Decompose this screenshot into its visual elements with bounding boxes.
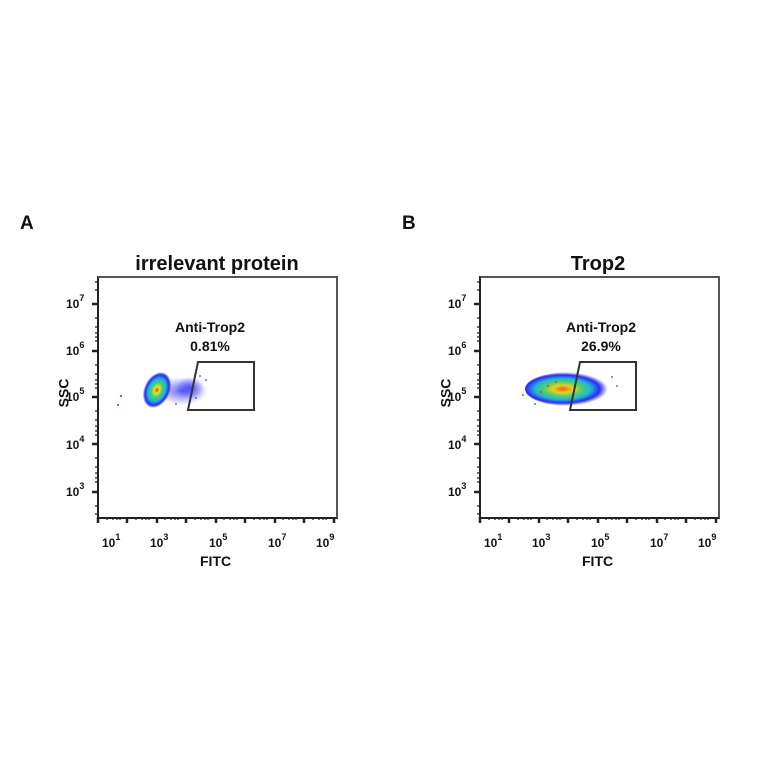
panel-a-ytick-1e5: 105 <box>66 386 85 404</box>
panel-a-y-ticks <box>92 281 98 515</box>
panel-b-y-axis-label: SSC <box>437 378 454 408</box>
panel-a-ytick-1e4: 104 <box>66 434 85 452</box>
panel-a-xtick-1e5: 105 <box>209 532 228 550</box>
panel-a-xtick-1e9: 109 <box>316 532 335 550</box>
panel-b-ytick-1e5: 105 <box>448 386 467 404</box>
panel-b-xtick-1e1: 101 <box>484 532 503 550</box>
panel-b-xtick-1e5: 105 <box>591 532 610 550</box>
panel-b-cell-population <box>522 372 618 406</box>
panel-a-ytick-1e7: 107 <box>66 293 85 311</box>
panel-a-x-axis-label: FITC <box>200 553 232 569</box>
panel-letter-b: B <box>402 213 416 234</box>
panel-b-gate-label: Anti-Trop2 26.9% <box>541 318 661 356</box>
panel-a-ytick-1e3: 103 <box>66 481 85 499</box>
panel-letter-a: A <box>20 213 34 234</box>
panel-a-gate-label: Anti-Trop2 0.81% <box>150 318 270 356</box>
panel-b-ytick-1e4: 104 <box>448 434 467 452</box>
panel-b-xtick-1e7: 107 <box>650 532 669 550</box>
panel-b-xtick-1e9: 109 <box>698 532 717 550</box>
panel-b-x-axis-label: FITC <box>582 553 614 569</box>
panel-a-x-ticks <box>96 517 336 523</box>
panel-b-gate-percent: 26.9% <box>581 338 621 354</box>
panel-b-gate <box>568 361 637 411</box>
panel-a-cell-population <box>117 371 208 409</box>
panel-b-ytick-1e3: 103 <box>448 481 467 499</box>
panel-a-gate-percent: 0.81% <box>190 338 230 354</box>
panel-b-x-ticks <box>478 517 718 523</box>
panel-a-xtick-1e7: 107 <box>268 532 287 550</box>
panel-b-ytick-1e7: 107 <box>448 293 467 311</box>
panel-a-gate <box>186 361 255 411</box>
panel-b-title: Trop2 <box>570 253 626 275</box>
panel-a-gate-name: Anti-Trop2 <box>175 319 245 335</box>
panel-b-ytick-1e6: 106 <box>448 340 467 358</box>
panel-a-ytick-1e6: 106 <box>66 340 85 358</box>
panel-a-title: irrelevant protein <box>135 253 299 275</box>
panel-b-gate-name: Anti-Trop2 <box>566 319 636 335</box>
panel-b-xtick-1e3: 103 <box>532 532 551 550</box>
panel-a-xtick-1e3: 103 <box>150 532 169 550</box>
panel-b-y-ticks <box>474 281 480 515</box>
panel-a-xtick-1e1: 101 <box>102 532 121 550</box>
